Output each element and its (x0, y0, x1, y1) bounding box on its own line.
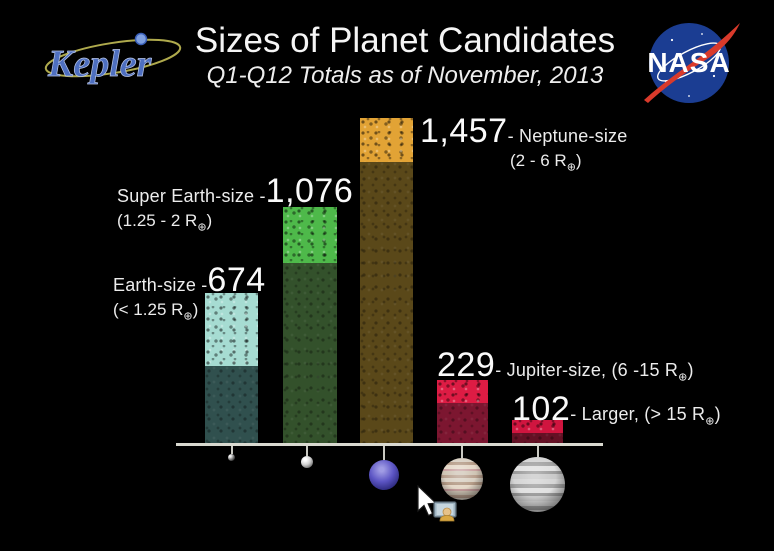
bar-larger-base-segment (512, 433, 563, 444)
bar-earth-size-base-segment (205, 366, 258, 444)
earth-size-range: (< 1.25 R⊕) (113, 300, 199, 323)
tick-larger (537, 446, 539, 457)
label-super-earth-size: Super Earth-size - 1,076 (1.25 - 2 R⊕) (117, 172, 353, 233)
super-earth-range: (1.25 - 2 R⊕) (117, 211, 213, 234)
label-larger: 102 - Larger, (> 15 R⊕) (512, 390, 721, 429)
earth-size-count: 674 (207, 261, 266, 299)
tick-super-earth (306, 446, 308, 456)
cursor-arrow-icon (417, 484, 457, 522)
kepler-logo-text: Kepler (47, 43, 153, 85)
earth-size-name: Earth-size - (113, 275, 208, 295)
bar-jupiter-base-segment (437, 403, 488, 444)
label-earth-size: Earth-size - 674 (< 1.25 R⊕) (113, 261, 266, 322)
label-neptune-size: 1,457 - Neptune-size (2 - 6 R⊕) (420, 112, 627, 173)
neptune-range: (2 - 6 R⊕) (510, 151, 582, 174)
nasa-meatball-icon: NASA (644, 23, 740, 103)
header-titles: Sizes of Planet Candidates Q1-Q12 Totals… (167, 22, 643, 90)
larger-count: 102 (512, 390, 571, 428)
bar-earth-size (205, 293, 258, 444)
jupiter-name: - Jupiter-size, (6 -15 R⊕) (495, 360, 694, 384)
bar-jupiter-size (437, 380, 488, 444)
tick-neptune (383, 446, 385, 460)
bar-larger (512, 420, 563, 444)
kepler-planet-dot (134, 32, 148, 46)
kepler-orbit-graphic: Kepler (44, 32, 182, 85)
bar-super-earth-base-segment (283, 263, 337, 444)
bar-neptune-new-segment (360, 118, 413, 162)
screen-share-badge-icon (433, 501, 457, 522)
page-title: Sizes of Planet Candidates (194, 21, 616, 60)
bar-super-earth-size (283, 207, 337, 444)
bar-larger-new-segment (512, 420, 563, 433)
larger-planet-icon (510, 457, 565, 512)
kepler-logo: Kepler (38, 24, 188, 90)
nasa-logo-text: NASA (647, 47, 730, 78)
jupiter-count: 229 (437, 346, 496, 384)
nasa-logo: NASA (632, 10, 748, 120)
earth-planet-icon (228, 454, 235, 461)
bar-neptune-base-segment (360, 162, 413, 444)
mouse-cursor[interactable] (414, 484, 462, 529)
tick-jupiter (461, 446, 463, 458)
super-earth-planet-icon (301, 456, 313, 468)
x-axis-line (176, 443, 603, 446)
neptune-count: 1,457 (420, 112, 508, 150)
page-subtitle: Q1-Q12 Totals as of November, 2013 (206, 62, 604, 89)
neptune-name: - Neptune-size (507, 126, 628, 146)
tick-earth (231, 446, 233, 454)
label-jupiter-size: 229 - Jupiter-size, (6 -15 R⊕) (437, 346, 694, 385)
larger-name: - Larger, (> 15 R⊕) (570, 404, 721, 428)
bar-super-earth-new-segment (283, 207, 337, 263)
bar-earth-size-new-segment (205, 293, 258, 366)
bar-neptune-size (360, 118, 413, 444)
super-earth-count: 1,076 (265, 172, 354, 210)
super-earth-name: Super Earth-size - (117, 186, 266, 206)
bar-jupiter-new-segment (437, 380, 488, 403)
jupiter-planet-icon (441, 458, 483, 500)
neptune-planet-icon (369, 460, 399, 490)
